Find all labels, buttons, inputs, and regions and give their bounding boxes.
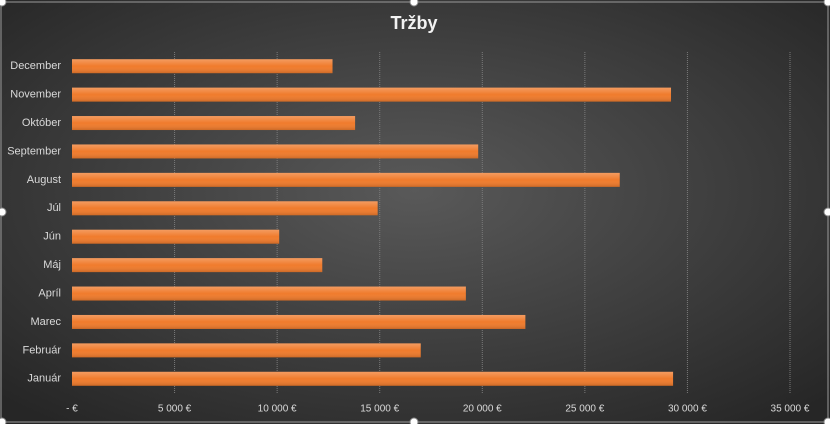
x-tick-label: 25 000 € <box>565 404 604 415</box>
x-tick-label: 5 000 € <box>158 404 192 415</box>
plot-area: - € 5 000 € 10 000 € 15 000 € 20 000 € 25 000… <box>7 52 810 415</box>
x-tick-label: 20 000 € <box>463 404 502 415</box>
bar-shine <box>72 258 323 273</box>
y-tick-label: November <box>10 89 61 101</box>
y-tick-label: September <box>7 145 61 157</box>
y-tick-label: Február <box>22 344 61 356</box>
y-tick-label: December <box>10 60 61 72</box>
chart-title: Tržby <box>390 13 437 33</box>
bar-shine <box>72 201 378 216</box>
bar-shine <box>72 172 620 187</box>
y-tick-label: Marec <box>30 316 61 328</box>
x-tick-label: 10 000 € <box>258 404 297 415</box>
y-tick-label: Október <box>22 117 61 129</box>
y-tick-label: August <box>27 174 61 186</box>
x-tick-label: 35 000 € <box>771 404 810 415</box>
bar-shine <box>72 343 421 358</box>
bar-shine <box>72 116 356 131</box>
x-tick-label: 30 000 € <box>668 404 707 415</box>
x-tick-label: - € <box>66 404 78 415</box>
y-tick-label: Máj <box>43 259 61 271</box>
bar-shine <box>72 59 333 74</box>
x-tick-label: 15 000 € <box>360 404 399 415</box>
bar-shine <box>72 144 479 159</box>
bar-shine <box>72 314 526 329</box>
bar-shine <box>72 229 280 244</box>
bar-shine <box>72 87 672 102</box>
y-tick-label: Január <box>27 373 61 385</box>
y-tick-label: Júl <box>47 202 61 214</box>
bar-shine <box>72 371 674 386</box>
y-tick-label: Apríl <box>38 287 61 299</box>
bar-shine <box>72 286 466 301</box>
y-tick-label: Jún <box>43 231 61 243</box>
